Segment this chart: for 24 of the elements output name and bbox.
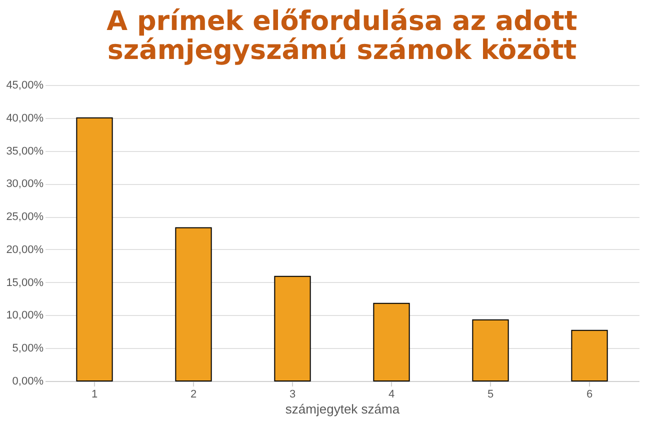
x-tick-label: 1 [91, 388, 98, 400]
y-tick-label: 40,00% [6, 112, 44, 124]
x-axis-title: számjegytek száma [285, 402, 400, 416]
bar [472, 319, 509, 382]
chart-title: A prímek előfordulása az adott számjegyszámú számok között [106, 6, 578, 66]
y-tick-label: 5,00% [12, 342, 44, 355]
x-tick-label: 4 [388, 388, 395, 400]
y-tick-label: 25,00% [6, 211, 44, 224]
bar [76, 117, 113, 382]
bar [274, 276, 311, 382]
y-tick-label: 30,00% [6, 178, 44, 190]
y-tick-label: 0,00% [12, 376, 44, 388]
y-tick-label: 35,00% [6, 145, 44, 158]
bar [571, 330, 608, 382]
bar [175, 227, 212, 382]
x-tick-label: 2 [190, 388, 197, 400]
y-tick-label: 10,00% [6, 310, 44, 322]
bar [373, 302, 410, 382]
y-tick-label: 45,00% [6, 80, 44, 92]
x-tick-label: 3 [289, 388, 296, 400]
x-tick-label: 6 [586, 388, 593, 400]
y-tick-label: 15,00% [6, 276, 44, 289]
x-tick-label: 5 [487, 388, 494, 400]
y-tick-label: 20,00% [6, 244, 44, 256]
